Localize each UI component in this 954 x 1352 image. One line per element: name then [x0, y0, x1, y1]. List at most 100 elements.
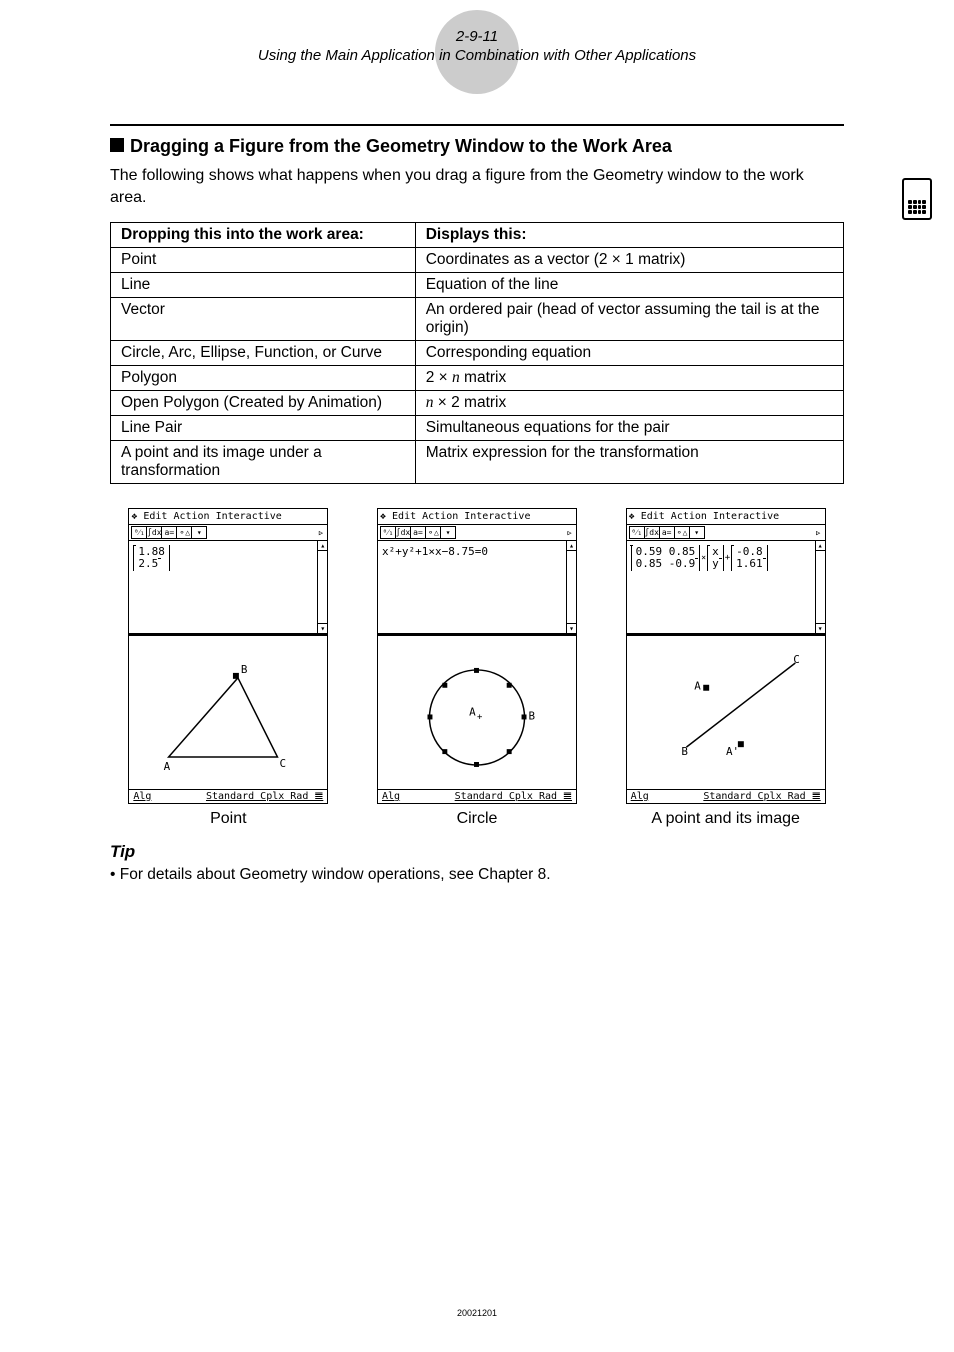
toolbar-expand-icon[interactable]: ▹ [815, 526, 823, 539]
menu-item[interactable]: Interactive [216, 511, 282, 522]
menu-item[interactable]: Edit [143, 511, 167, 522]
table-row: A point and its image under a transforma… [111, 440, 844, 483]
screenshot-column: ❖EditActionInteractive⁰⁄₁∫dxa=⚬△▾▹1.882.… [110, 508, 347, 828]
menu-item[interactable]: Edit [641, 511, 665, 522]
vector-display: 1.882.5 [133, 545, 170, 571]
toolbar-icon[interactable]: ⚬△ [674, 526, 690, 539]
footer-number: 20021201 [457, 1308, 497, 1318]
calc-geometry-area[interactable]: ABC [129, 636, 327, 789]
svg-text:A: A [469, 705, 476, 718]
toolbar-icon[interactable]: ∫dx [644, 526, 660, 539]
toolbar-icon[interactable]: ∫dx [146, 526, 162, 539]
scroll-up-icon[interactable]: ▴ [318, 541, 327, 551]
calc-menubar: ❖ Edit Action Interactive [378, 509, 576, 525]
table-header-cell: Dropping this into the work area: [111, 222, 416, 247]
scrollbar[interactable]: ▴▾ [566, 541, 576, 633]
calculator-sidebar-icon [902, 178, 932, 220]
calc-geometry-area[interactable]: AA'BC [627, 636, 825, 789]
table-cell: Open Polygon (Created by Animation) [111, 390, 416, 415]
svg-text:A: A [164, 760, 171, 773]
table-row: Circle, Arc, Ellipse, Function, or Curve… [111, 340, 844, 365]
calc-geometry-area[interactable]: A+ B [378, 636, 576, 789]
scroll-up-icon[interactable]: ▴ [567, 541, 576, 551]
table-cell: Line Pair [111, 415, 416, 440]
table-row: Polygon2 × n matrix [111, 365, 844, 390]
status-left: Alg [382, 791, 400, 802]
page-subtitle: Using the Main Application in Combinatio… [0, 47, 954, 64]
scrollbar[interactable]: ▴▾ [317, 541, 327, 633]
calc-work-area[interactable]: 0.59 0.850.85 -0.9×xy+-0.81.61▴▾ [627, 541, 825, 636]
table-row: VectorAn ordered pair (head of vector as… [111, 297, 844, 340]
toolbar-icon[interactable]: a= [161, 526, 177, 539]
calc-work-area[interactable]: x²+y²+1×x−8.75=0▴▾ [378, 541, 576, 636]
heading-text: Dragging a Figure from the Geometry Wind… [130, 136, 672, 156]
toolbar-icon[interactable]: ⁰⁄₁ [629, 526, 645, 539]
section-heading: Dragging a Figure from the Geometry Wind… [110, 136, 844, 157]
toolbar-icon[interactable]: ⁰⁄₁ [131, 526, 147, 539]
table-cell: Equation of the line [415, 272, 843, 297]
calc-toolbar: ⁰⁄₁∫dxa=⚬△▾ ▹ [129, 525, 327, 541]
screenshot-column: ❖EditActionInteractive⁰⁄₁∫dxa=⚬△▾▹x²+y²+… [359, 508, 596, 828]
screenshot-caption: A point and its image [651, 810, 800, 828]
toolbar-expand-icon[interactable]: ▹ [318, 526, 326, 539]
table-cell: Circle, Arc, Ellipse, Function, or Curve [111, 340, 416, 365]
table-cell: Matrix expression for the transformation [415, 440, 843, 483]
toolbar-icon[interactable]: ▾ [191, 526, 207, 539]
matrix-expression: 0.59 0.850.85 -0.9×xy+-0.81.61 [631, 545, 821, 571]
status-left: Alg [631, 791, 649, 802]
svg-text:B: B [528, 709, 535, 722]
menu-item[interactable]: Interactive [464, 511, 530, 522]
scrollbar[interactable]: ▴▾ [815, 541, 825, 633]
menu-logo-icon[interactable]: ❖ [131, 511, 137, 522]
tip-text: • For details about Geometry window oper… [110, 866, 844, 884]
table-cell: Vector [111, 297, 416, 340]
calc-work-area[interactable]: 1.882.5▴▾ [129, 541, 327, 636]
table-cell: Point [111, 247, 416, 272]
scroll-down-icon[interactable]: ▾ [318, 623, 327, 633]
status-right: Standard Cplx Rad 𝌆 [206, 791, 323, 802]
toolbar-expand-icon[interactable]: ▹ [566, 526, 574, 539]
table-cell: 2 × n matrix [415, 365, 843, 390]
calc-toolbar: ⁰⁄₁∫dxa=⚬△▾ ▹ [627, 525, 825, 541]
toolbar-icon[interactable]: ▾ [440, 526, 456, 539]
svg-text:A': A' [726, 745, 739, 758]
table-cell: A point and its image under a transforma… [111, 440, 416, 483]
toolbar-icon[interactable]: ⚬△ [176, 526, 192, 539]
table-row: PointCoordinates as a vector (2 × 1 matr… [111, 247, 844, 272]
svg-text:C: C [793, 653, 800, 666]
menu-item[interactable]: Action [422, 511, 458, 522]
menu-item[interactable]: Action [671, 511, 707, 522]
status-right: Standard Cplx Rad 𝌆 [703, 791, 820, 802]
screenshots-row: ❖EditActionInteractive⁰⁄₁∫dxa=⚬△▾▹1.882.… [110, 508, 844, 828]
toolbar-icon[interactable]: a= [410, 526, 426, 539]
heading-bullet-icon [110, 138, 124, 152]
scroll-down-icon[interactable]: ▾ [567, 623, 576, 633]
status-right: Standard Cplx Rad 𝌆 [455, 791, 572, 802]
scroll-down-icon[interactable]: ▾ [816, 623, 825, 633]
intro-text: The following shows what happens when yo… [110, 165, 844, 210]
menu-item[interactable]: Edit [392, 511, 416, 522]
toolbar-icon[interactable]: ⚬△ [425, 526, 441, 539]
svg-text:+: + [477, 712, 482, 722]
svg-text:B: B [241, 663, 248, 676]
table-header-cell: Displays this: [415, 222, 843, 247]
menu-logo-icon[interactable]: ❖ [629, 511, 635, 522]
menu-logo-icon[interactable]: ❖ [380, 511, 386, 522]
table-header-row: Dropping this into the work area: Displa… [111, 222, 844, 247]
screenshot-caption: Circle [457, 810, 498, 828]
mapping-table: Dropping this into the work area: Displa… [110, 222, 844, 484]
calculator-frame: ❖EditActionInteractive⁰⁄₁∫dxa=⚬△▾▹0.59 0… [626, 508, 826, 804]
toolbar-icon[interactable]: a= [659, 526, 675, 539]
menu-item[interactable]: Interactive [713, 511, 779, 522]
status-left: Alg [133, 791, 151, 802]
svg-text:A: A [694, 680, 701, 693]
toolbar-icon[interactable]: ▾ [689, 526, 705, 539]
table-cell: An ordered pair (head of vector assuming… [415, 297, 843, 340]
table-cell: Coordinates as a vector (2 × 1 matrix) [415, 247, 843, 272]
scroll-up-icon[interactable]: ▴ [816, 541, 825, 551]
menu-item[interactable]: Action [173, 511, 209, 522]
equation-display: x²+y²+1×x−8.75=0 [382, 545, 572, 558]
toolbar-icon[interactable]: ∫dx [395, 526, 411, 539]
calc-menubar: ❖ Edit Action Interactive [627, 509, 825, 525]
toolbar-icon[interactable]: ⁰⁄₁ [380, 526, 396, 539]
